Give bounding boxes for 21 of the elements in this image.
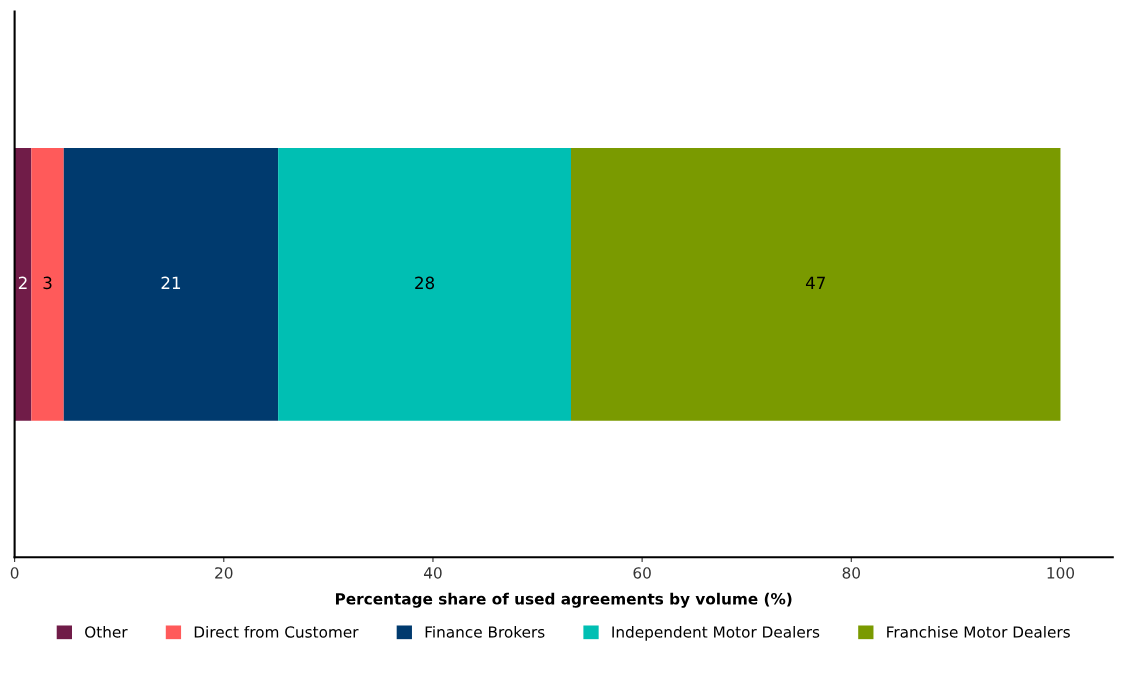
data-label: 21 [161,276,181,289]
legend-label: Other [85,625,128,638]
x-tick-label: 60 [633,567,651,579]
data-label: 3 [43,276,52,290]
data-label: 28 [415,276,435,290]
x-tick-label: 0 [10,567,19,579]
x-axis-title: Percentage share of used agreements by volume (%) [335,592,792,608]
legend-label: Independent Motor Dealers [612,625,820,641]
x-tick-label: 100 [1047,567,1075,579]
x-tick-label: 40 [423,567,442,579]
x-tick-label: 20 [215,567,233,579]
data-label: 47 [805,276,825,289]
bar [571,147,1061,421]
legend-label: Direct from Customer [194,625,359,638]
bar [31,147,64,421]
legend-label: Franchise Motor Dealers [887,625,1070,638]
bar [63,147,279,421]
bar [278,147,572,421]
x-tick-label: 80 [842,567,860,579]
data-label: 2 [18,276,27,289]
legend-label: Finance Brokers [425,625,545,638]
